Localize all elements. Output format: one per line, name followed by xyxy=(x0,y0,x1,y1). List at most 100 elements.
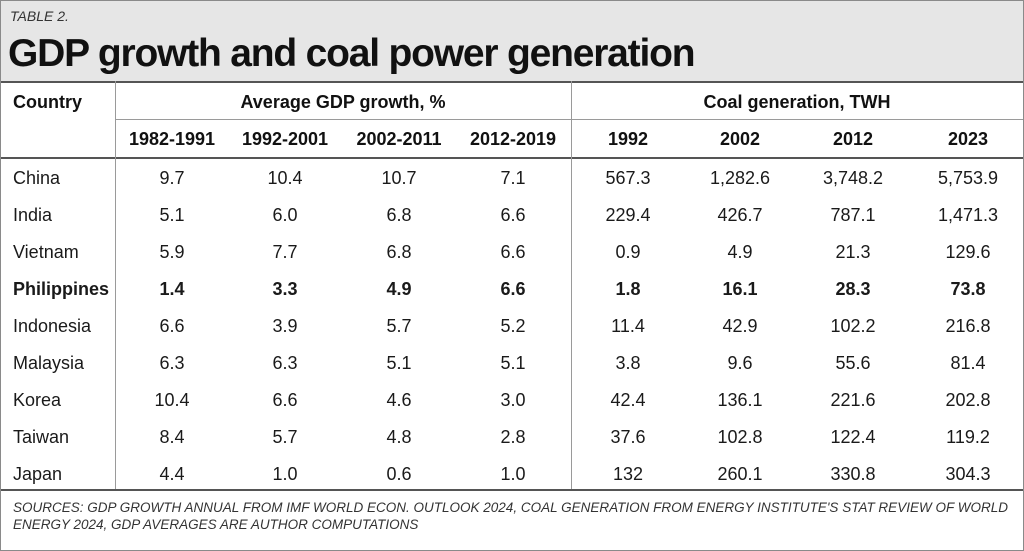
coal-cell: 28.3 xyxy=(835,279,871,299)
gdp-cell: 7.1 xyxy=(500,168,526,188)
country-cell: Vietnam xyxy=(13,242,79,262)
gdp-cell: 6.6 xyxy=(159,316,185,336)
country-cell: Taiwan xyxy=(13,427,70,447)
gdp-cell: 6.3 xyxy=(272,353,298,373)
coal-cell: 119.2 xyxy=(946,427,990,447)
coal-cell: 42.9 xyxy=(722,316,758,336)
header-coal-1: 2002 xyxy=(719,129,761,149)
coal-cell: 136.1 xyxy=(717,390,763,410)
header-gdp-2: 2002-2011 xyxy=(356,129,442,149)
header-coal-group: Coal generation, TWH xyxy=(703,92,891,112)
gdp-cell: 10.7 xyxy=(381,168,417,188)
country-cell: Korea xyxy=(13,390,62,410)
coal-cell: 73.8 xyxy=(950,279,986,299)
country-cell: Philippines xyxy=(13,279,110,299)
gdp-cell: 10.4 xyxy=(154,390,190,410)
header-country: Country xyxy=(13,92,82,112)
gdp-cell: 10.4 xyxy=(267,168,303,188)
table-label: TABLE 2. xyxy=(10,8,69,24)
coal-cell: 787.1 xyxy=(830,205,876,225)
coal-cell: 260.1 xyxy=(717,464,763,484)
coal-cell: 5,753.9 xyxy=(937,168,999,188)
coal-cell: 330.8 xyxy=(830,464,876,484)
coal-cell: 122.4 xyxy=(830,427,876,447)
coal-cell: 3,748.2 xyxy=(822,168,884,188)
table-title: GDP growth and coal power generation xyxy=(8,32,696,75)
gdp-cell: 1.4 xyxy=(159,279,185,299)
gdp-cell: 3.9 xyxy=(272,316,298,336)
gdp-cell: 5.1 xyxy=(159,205,185,225)
group-header-rule xyxy=(115,119,1023,120)
country-cell: Malaysia xyxy=(13,353,85,373)
gdp-cell: 6.6 xyxy=(500,205,526,225)
header-gdp-3: 2012-2019 xyxy=(469,129,557,149)
country-divider xyxy=(115,81,116,489)
gdp-cell: 3.0 xyxy=(500,390,526,410)
gdp-cell: 5.1 xyxy=(500,353,526,373)
gdp-cell: 5.7 xyxy=(386,316,412,336)
country-cell: Japan xyxy=(13,464,63,484)
gdp-cell: 1.0 xyxy=(272,464,298,484)
coal-cell: 102.2 xyxy=(830,316,876,336)
title-rule xyxy=(1,81,1023,83)
gdp-cell: 2.8 xyxy=(500,427,526,447)
gdp-cell: 9.7 xyxy=(159,168,185,188)
coal-cell: 216.8 xyxy=(945,316,991,336)
footer-rule xyxy=(1,489,1023,491)
gdp-cell: 6.6 xyxy=(500,242,526,262)
gdp-cell: 8.4 xyxy=(159,427,185,447)
gdp-cell: 4.4 xyxy=(159,464,185,484)
gdp-cell: 6.3 xyxy=(159,353,185,373)
coal-cell: 221.6 xyxy=(830,390,876,410)
coal-cell: 229.4 xyxy=(605,205,651,225)
coal-cell: 4.9 xyxy=(727,242,753,262)
gdp-cell: 1.0 xyxy=(500,464,526,484)
gdp-cell: 6.6 xyxy=(272,390,298,410)
header-coal-2: 2012 xyxy=(832,129,874,149)
coal-cell: 1,471.3 xyxy=(937,205,999,225)
coal-cell: 304.3 xyxy=(945,464,991,484)
coal-cell: 102.8 xyxy=(717,427,763,447)
header-gdp-0: 1982-1991 xyxy=(128,129,216,149)
coal-cell: 1.8 xyxy=(615,279,641,299)
gdp-cell: 0.6 xyxy=(386,464,412,484)
source-note: SOURCES: GDP GROWTH ANNUAL FROM IMF WORL… xyxy=(13,500,1008,532)
coal-cell: 11.4 xyxy=(611,316,645,336)
coal-cell: 55.6 xyxy=(835,353,871,373)
coal-cell: 81.4 xyxy=(950,353,986,373)
header-coal-3: 2023 xyxy=(947,129,989,149)
country-cell: Indonesia xyxy=(13,316,92,336)
gdp-cell: 5.2 xyxy=(500,316,526,336)
gdp-cell: 7.7 xyxy=(272,242,298,262)
gdp-cell: 4.6 xyxy=(386,390,412,410)
group-divider xyxy=(571,81,572,489)
coal-cell: 42.4 xyxy=(610,390,646,410)
coal-cell: 3.8 xyxy=(615,353,641,373)
gdp-cell: 6.8 xyxy=(386,205,412,225)
header-rule xyxy=(1,157,1023,159)
gdp-cell: 3.3 xyxy=(272,279,298,299)
gdp-cell: 6.6 xyxy=(500,279,526,299)
gdp-cell: 4.8 xyxy=(386,427,412,447)
header-gdp-1: 1992-2001 xyxy=(241,129,329,149)
coal-cell: 132 xyxy=(612,464,644,484)
coal-cell: 0.9 xyxy=(615,242,641,262)
coal-cell: 567.3 xyxy=(605,168,651,188)
header-gdp-group: Average GDP growth, % xyxy=(240,92,446,112)
coal-cell: 202.8 xyxy=(945,390,991,410)
country-cell: China xyxy=(13,168,61,188)
coal-cell: 37.6 xyxy=(610,427,646,447)
gdp-cell: 6.8 xyxy=(386,242,412,262)
header-coal-0: 1992 xyxy=(607,129,649,149)
title-band: TABLE 2. GDP growth and coal power gener… xyxy=(1,1,1023,81)
coal-cell: 9.6 xyxy=(727,353,753,373)
gdp-cell: 5.9 xyxy=(159,242,185,262)
country-cell: India xyxy=(13,205,53,225)
coal-cell: 16.1 xyxy=(722,279,758,299)
coal-cell: 21.3 xyxy=(835,242,871,262)
gdp-cell: 6.0 xyxy=(272,205,298,225)
gdp-cell: 5.7 xyxy=(272,427,298,447)
coal-cell: 1,282.6 xyxy=(709,168,771,188)
gdp-cell: 4.9 xyxy=(386,279,412,299)
